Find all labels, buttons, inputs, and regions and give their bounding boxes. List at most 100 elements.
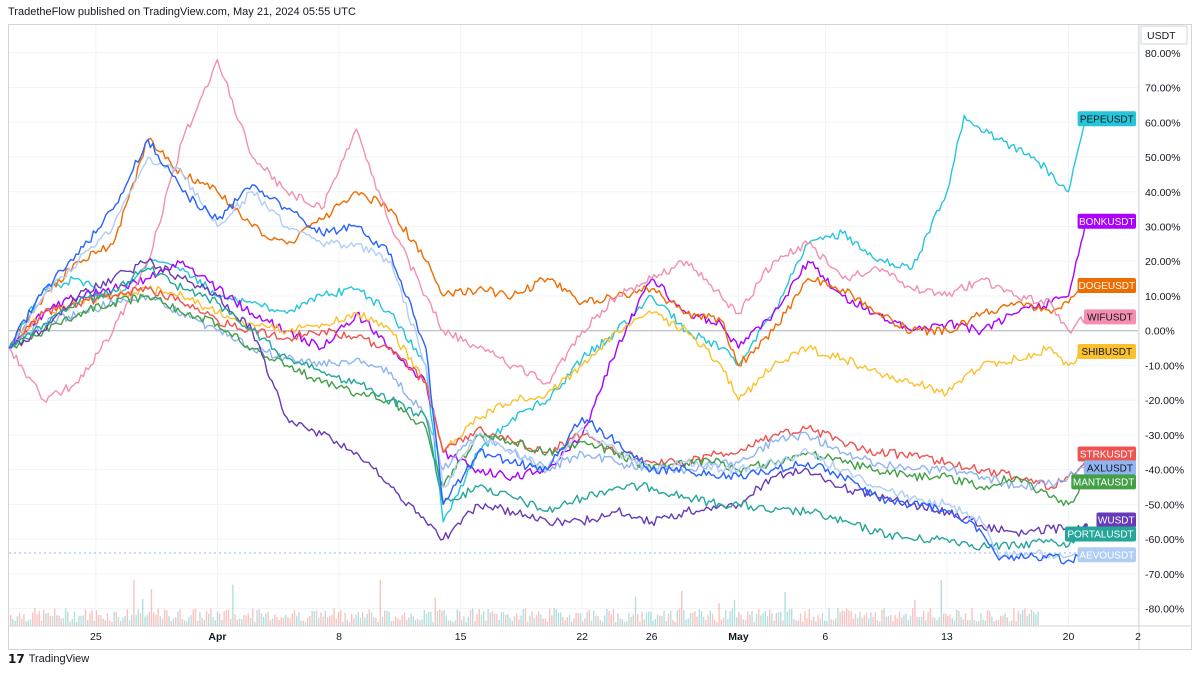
volume-bar	[351, 614, 353, 626]
series-line-bonkusdt	[8, 219, 1087, 482]
volume-bar	[113, 611, 115, 626]
volume-bar	[65, 608, 67, 626]
volume-bar	[485, 620, 487, 626]
y-tick-label: 40.00%	[1145, 187, 1181, 199]
publish-credit: TradetheFlow published on TradingView.co…	[8, 6, 356, 18]
volume-bar	[989, 610, 991, 626]
volume-bar	[428, 611, 430, 626]
volume-bar	[879, 621, 881, 626]
volume-bar	[406, 619, 408, 626]
volume-bar	[593, 610, 595, 626]
volume-bar	[302, 621, 304, 626]
volume-bar	[824, 620, 826, 626]
series-tag-bg	[1065, 526, 1136, 542]
x-tick-label: 20	[1063, 631, 1075, 643]
series-tag-label: MANTAUSDT	[1073, 477, 1134, 488]
volume-bar	[650, 611, 652, 626]
volume-bar	[445, 615, 447, 626]
volume-bar	[978, 621, 980, 626]
volume-bar	[775, 613, 777, 626]
volume-bar	[472, 608, 474, 626]
volume-bar	[615, 621, 617, 626]
series-tag-label: AXLUSDT	[1087, 463, 1133, 474]
volume-bar	[722, 617, 725, 626]
volume-bar	[146, 614, 148, 626]
volume-bar	[1026, 616, 1028, 626]
volume-bar	[419, 620, 421, 626]
volume-bar	[441, 610, 443, 626]
volume-bar	[496, 614, 498, 626]
volume-bar	[238, 618, 241, 626]
volume-bar	[49, 615, 51, 626]
volume-bar	[509, 617, 511, 626]
volume-bar	[896, 618, 898, 626]
volume-bar	[942, 613, 945, 626]
volume-bar	[945, 613, 947, 626]
volume-bar	[967, 619, 969, 626]
volume-bar	[25, 621, 27, 626]
volume-bar	[709, 610, 711, 626]
volume-bar	[608, 610, 610, 626]
volume-bar	[357, 612, 359, 626]
volume-bar	[304, 621, 307, 626]
volume-bar	[505, 614, 507, 626]
volume-bar	[190, 615, 192, 626]
volume-bar	[868, 618, 870, 626]
volume-bar	[153, 612, 155, 626]
x-tick-label: 6	[822, 631, 828, 643]
volume-bar	[645, 612, 648, 626]
volume-bar	[58, 615, 60, 626]
volume-bar	[707, 615, 709, 626]
series-line-mantausdt	[8, 293, 1087, 507]
volume-bar	[617, 613, 619, 626]
volume-bar	[45, 613, 47, 626]
volume-bar	[870, 612, 872, 626]
volume-bar	[223, 611, 225, 626]
volume-bar	[432, 621, 434, 626]
volume-bar	[247, 613, 249, 626]
x-tick-label: May	[728, 631, 749, 643]
volume-bar	[973, 619, 975, 626]
volume-bar	[243, 615, 245, 626]
series-tag-bg	[1077, 111, 1136, 127]
volume-bar	[203, 619, 205, 626]
series-tag-label: PORTALUSDT	[1067, 529, 1133, 540]
volume-bar	[168, 616, 170, 626]
currency-box[interactable]	[1140, 25, 1188, 45]
volume-bar	[835, 618, 837, 626]
volume-bar	[784, 592, 786, 626]
volume-bar	[175, 617, 177, 626]
volume-bar	[414, 619, 417, 626]
volume-bar	[793, 619, 795, 626]
volume-bar	[395, 616, 397, 626]
volume-bar	[522, 608, 524, 626]
volume-bar	[744, 620, 747, 626]
volume-bar	[894, 614, 896, 626]
volume-bar	[1037, 611, 1039, 626]
series-tag-label: WIFUSDT	[1087, 312, 1133, 323]
volume-bar	[498, 620, 500, 626]
volume-bar	[544, 618, 546, 626]
volume-layer	[10, 579, 1039, 626]
y-tick-label: -20.00%	[1145, 395, 1184, 407]
volume-bar	[296, 616, 298, 626]
volume-bar	[931, 616, 934, 626]
volume-bar	[575, 612, 577, 626]
volume-bar	[164, 609, 166, 626]
volume-bar	[1028, 613, 1030, 626]
volume-bar	[390, 621, 392, 626]
x-tick-label: 25	[90, 631, 102, 643]
volume-bar	[117, 616, 120, 626]
volume-bar	[309, 615, 311, 626]
volume-bar	[254, 621, 256, 626]
volume-bar	[95, 610, 98, 626]
volume-bar	[964, 612, 967, 626]
volume-bar	[641, 611, 643, 626]
volume-bar	[513, 616, 516, 626]
volume-bar	[423, 609, 425, 626]
volume-bar	[436, 610, 439, 626]
volume-bar	[685, 619, 687, 626]
volume-bar	[139, 613, 142, 626]
y-tick-label: -60.00%	[1145, 534, 1184, 546]
